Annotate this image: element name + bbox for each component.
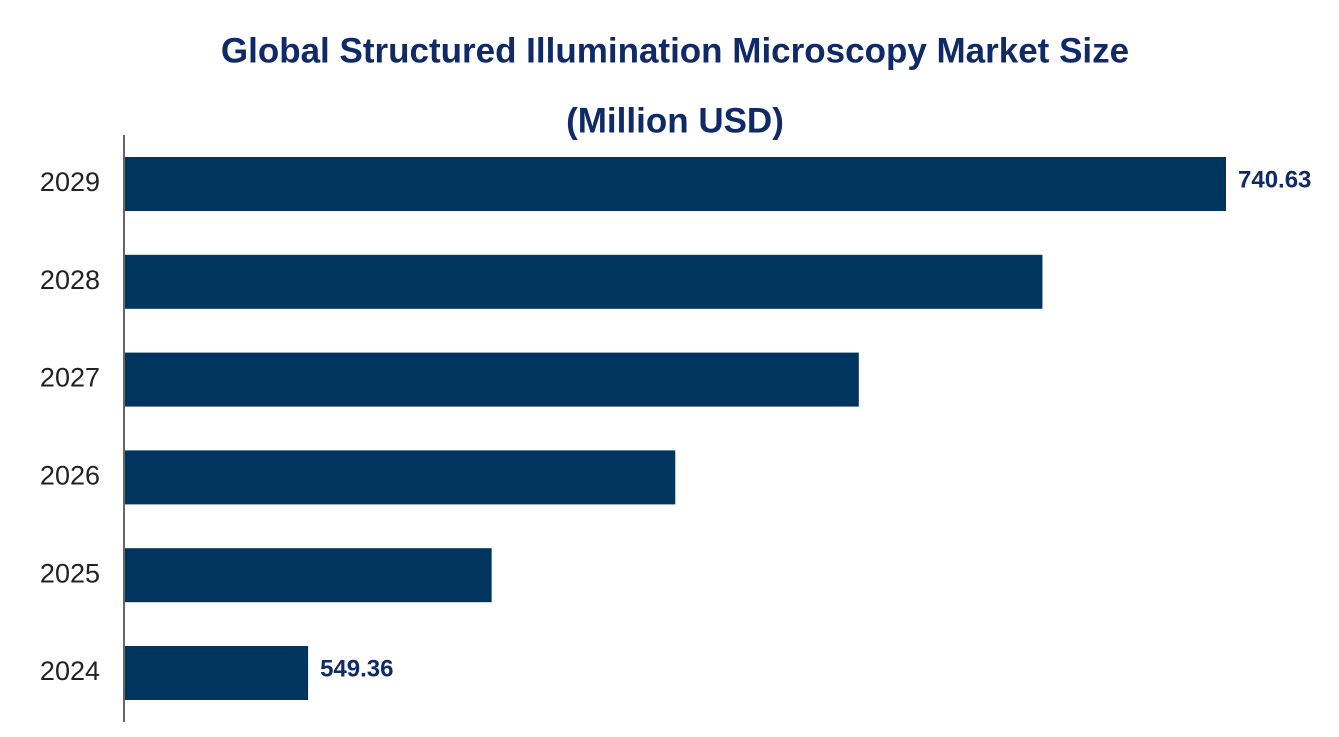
y-tick-label: 2028 xyxy=(40,265,100,295)
bar xyxy=(125,352,859,407)
chart-subtitle: (Million USD) xyxy=(566,101,784,140)
bar xyxy=(125,254,1043,309)
value-label: 549.36 xyxy=(320,655,393,682)
bar xyxy=(125,450,676,505)
y-tick-label: 2025 xyxy=(40,558,100,588)
y-tick-label: 2024 xyxy=(40,656,100,686)
bar xyxy=(125,646,309,700)
bar xyxy=(125,157,1226,211)
value-label: 740.63 xyxy=(1238,166,1311,193)
y-tick-label: 2027 xyxy=(40,363,100,393)
chart-title: Global Structured Illumination Microscop… xyxy=(221,31,1129,70)
bar xyxy=(125,548,492,603)
y-tick-label: 2026 xyxy=(40,461,100,491)
y-tick-label: 2029 xyxy=(40,167,100,197)
